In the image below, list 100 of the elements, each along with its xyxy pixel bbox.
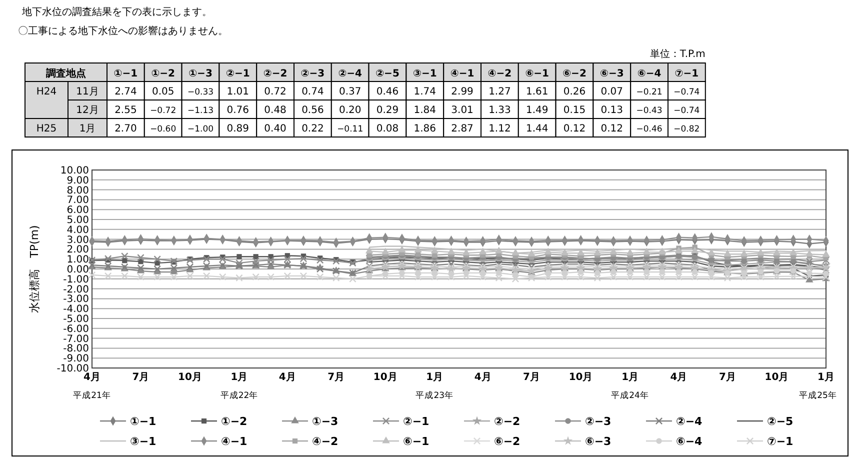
x-tick-label: 7月	[132, 372, 150, 383]
y-tick-label: 3.00	[66, 234, 89, 246]
legend-label: ①−2	[221, 415, 248, 428]
text: 平成22年	[220, 390, 258, 401]
y-axis-title: 調査地点	[45, 67, 86, 80]
legend-label: ①−1	[130, 415, 156, 428]
y-tick-label: -6.00	[63, 324, 89, 335]
data-label: 0.48	[264, 105, 286, 116]
y-tick-label: -2.00	[63, 284, 89, 296]
x-tick-label: ①−1	[114, 68, 138, 80]
text: 平成24年	[611, 390, 649, 401]
data-label: 0.72	[264, 86, 286, 98]
y-tick-label: 0.00	[66, 264, 89, 276]
data-label: 3.01	[451, 105, 474, 116]
x-tick-label: ④−1	[450, 68, 474, 80]
data-label: 1.33	[488, 105, 511, 116]
legend-label: ①−3	[312, 415, 338, 428]
data-label: −0.60	[150, 124, 176, 134]
legend-label: ⑥−3	[585, 435, 612, 448]
y-tick-label: 2.00	[66, 244, 89, 256]
data-label: 0.29	[376, 105, 399, 116]
y-tick-label: 10.00	[60, 166, 89, 176]
y-tick-label: -9.00	[63, 354, 89, 365]
legend-label: ⑦−1	[767, 435, 794, 448]
y-tick-label: 6.00	[66, 205, 89, 216]
y-tick-label: 1.00	[66, 254, 89, 266]
data-label: 0.08	[376, 124, 399, 134]
y-tick-label: 12月	[76, 105, 99, 116]
x-tick-label: 4月	[84, 372, 100, 383]
data-label: 1.61	[526, 86, 548, 98]
x-tick-label: 10月	[178, 372, 202, 383]
data-label: 2.87	[451, 124, 474, 134]
y-tick-label: -3.00	[63, 294, 89, 306]
x-tick-label: 4月	[474, 372, 492, 383]
x-tick-label: ②−1	[226, 68, 250, 80]
chart-title: 地下水位の調査結果を下の表に示します。	[21, 6, 212, 18]
y-tick-label: -7.00	[63, 334, 89, 345]
data-label: 0.12	[600, 124, 624, 134]
data-label: 0.05	[152, 86, 174, 98]
data-label: 0.46	[376, 86, 399, 98]
data-label: 2.99	[451, 86, 474, 98]
x-tick-label: 10月	[764, 372, 789, 383]
x-tick-label: 10月	[568, 372, 593, 383]
x-tick-label: 7月	[328, 372, 345, 383]
x-tick-label: ②−4	[338, 68, 362, 80]
x-tick-label: ②−3	[300, 68, 325, 80]
x-tick-label: ⑦−1	[674, 68, 699, 80]
data-label: 1.44	[526, 124, 548, 134]
data-label: 1.12	[488, 124, 511, 134]
legend-label: ③−1	[130, 435, 156, 448]
x-tick-label: 4月	[670, 372, 688, 383]
data-label: 2.74	[114, 86, 137, 98]
data-label: −0.21	[636, 88, 662, 98]
data-label: 2.70	[114, 124, 137, 134]
text: 平成23年	[416, 390, 454, 401]
x-tick-label: ④−2	[488, 68, 512, 80]
data-label: 1.84	[414, 105, 436, 116]
data-label: 1.01	[226, 86, 250, 98]
legend-label: ④−2	[312, 435, 338, 448]
data-label: 1.49	[526, 105, 548, 116]
data-label: 0.26	[563, 86, 586, 98]
x-tick-label: ①−2	[151, 68, 176, 80]
data-label: 0.56	[302, 105, 324, 116]
x-tick-label: ⑥−1	[525, 68, 550, 80]
y-tick-label: -1.00	[63, 274, 89, 286]
x-tick-label: ⑥−3	[600, 68, 624, 80]
data-label: 1.27	[488, 86, 511, 98]
x-tick-label: 1月	[622, 372, 639, 383]
data-label: −0.74	[674, 106, 700, 116]
data-label: −0.74	[674, 88, 700, 98]
data-label: 0.40	[264, 124, 286, 134]
data-label: −1.13	[187, 106, 214, 116]
data-label: 0.89	[226, 124, 250, 134]
y-tick-label: 4.00	[66, 224, 89, 236]
text: 平成25年	[799, 390, 837, 401]
data-label: 0.13	[600, 105, 624, 116]
data-label: −1.00	[187, 124, 214, 134]
x-tick-label: 1月	[230, 372, 248, 383]
y-tick-label: 9.00	[66, 175, 89, 186]
x-tick-label: 10月	[373, 372, 398, 383]
x-tick-label: ⑥−4	[637, 68, 662, 80]
legend-label: ②−3	[585, 415, 612, 428]
text: 単位：T.P.m	[650, 48, 706, 60]
x-tick-label: ⑥−2	[562, 68, 586, 80]
data-label: −0.43	[636, 106, 662, 116]
data-label: 1.74	[414, 86, 436, 98]
x-tick-label: 4月	[278, 372, 296, 383]
x-tick-label: 7月	[719, 372, 736, 383]
data-label: −0.82	[674, 124, 700, 134]
x-tick-label: 1月	[426, 372, 444, 383]
chart-subtitle: 〇工事による地下水位への影響はありません。	[18, 25, 228, 37]
data-label: 0.20	[338, 105, 362, 116]
y-tick-label: 8.00	[66, 185, 89, 196]
data-label: −0.46	[636, 124, 662, 134]
x-tick-label: ②−5	[376, 68, 400, 80]
data-label: 0.12	[563, 124, 586, 134]
y-tick-label: -5.00	[63, 314, 89, 325]
legend-label: ⑥−1	[403, 435, 430, 448]
legend-label: ⑥−2	[494, 435, 520, 448]
data-label: −0.72	[150, 106, 176, 116]
